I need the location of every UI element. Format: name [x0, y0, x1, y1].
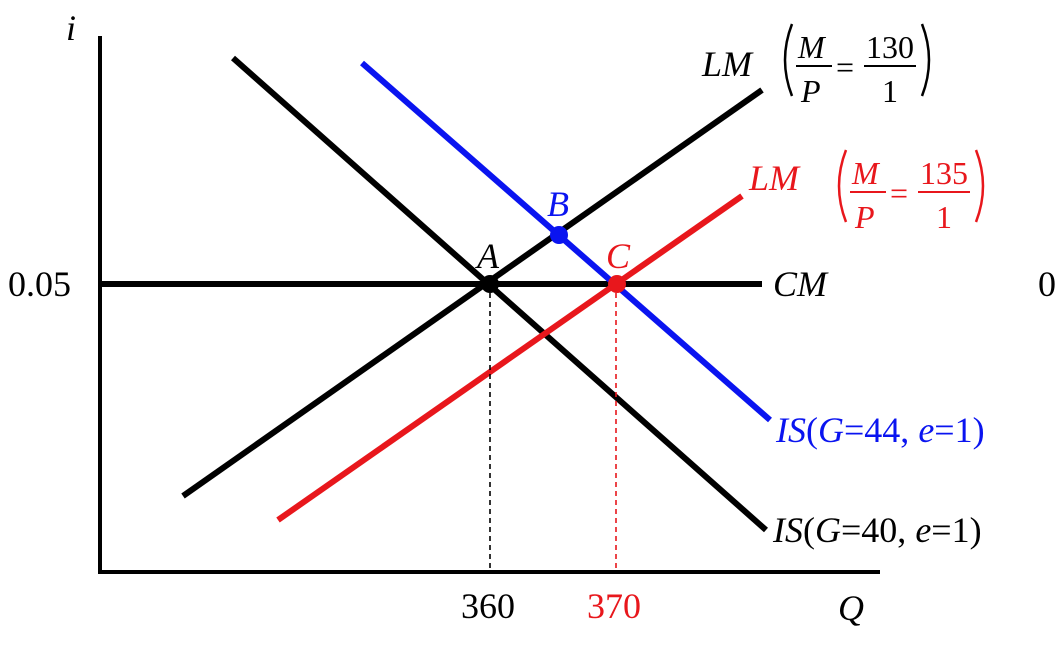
is-g44-label: IS(G=44, e=1) — [775, 410, 985, 450]
lm-130-num-val: 130 — [866, 29, 914, 65]
is-g44-e: e — [918, 410, 934, 450]
point-b-marker — [550, 226, 568, 244]
is-g40-label: IS(G=40, e=1) — [772, 510, 982, 550]
x-tick-label-370: 370 — [587, 586, 641, 626]
point-c-marker — [608, 275, 626, 293]
lm-130-right-paren — [920, 23, 931, 97]
lm-130-label: LM M P = 130 1 — [701, 23, 931, 109]
is-g40-g-val: =40, — [841, 510, 915, 550]
is-g40-e: e — [915, 510, 931, 550]
is-curve-g40 — [231, 55, 768, 533]
point-c-label: C — [606, 236, 631, 276]
lm-130-den-val: 1 — [882, 73, 898, 109]
is-g44-open: ( — [806, 410, 818, 450]
is-g44-g: G — [818, 410, 844, 450]
is-g44-e-val: =1) — [934, 410, 984, 450]
clipped-right-text: 0 — [1038, 264, 1056, 304]
lm-135-num-var: M — [851, 155, 881, 191]
lm-135-right-paren — [974, 149, 985, 223]
is-g44-g-val: =44, — [844, 410, 918, 450]
x-tick-label-360: 360 — [461, 586, 515, 626]
lm-135-den-var: P — [854, 199, 875, 235]
is-g40-g: G — [815, 510, 841, 550]
lm-135-eq: = — [890, 175, 908, 211]
lm-135-left-paren — [837, 149, 848, 223]
lm-135-prefix: LM — [748, 158, 801, 198]
x-axis-label: Q — [838, 588, 864, 628]
point-a-marker — [481, 275, 499, 293]
lm-130-left-paren — [783, 23, 794, 97]
lm-135-den-val: 1 — [936, 199, 952, 235]
y-axis-label: i — [66, 8, 76, 48]
point-b-label: B — [547, 184, 569, 224]
is-curve-g44 — [360, 60, 772, 423]
lm-130-den-var: P — [800, 73, 821, 109]
cm-label: CM — [773, 264, 829, 304]
is-g40-e-val: =1) — [931, 510, 981, 550]
is-g44-prefix: IS — [775, 410, 806, 450]
lm-curve-135 — [276, 193, 744, 523]
point-a-label: A — [475, 236, 500, 276]
lm-curve-130 — [181, 87, 764, 499]
lm-135-num-val: 135 — [920, 155, 968, 191]
lm-130-num-var: M — [797, 29, 827, 65]
y-tick-label: 0.05 — [8, 264, 71, 304]
is-g40-open: ( — [803, 510, 815, 550]
lm-130-eq: = — [836, 49, 854, 85]
is-g40-prefix: IS — [772, 510, 803, 550]
lm-130-prefix: LM — [701, 44, 754, 84]
lm-135-label: LM M P = 135 1 — [748, 149, 985, 235]
